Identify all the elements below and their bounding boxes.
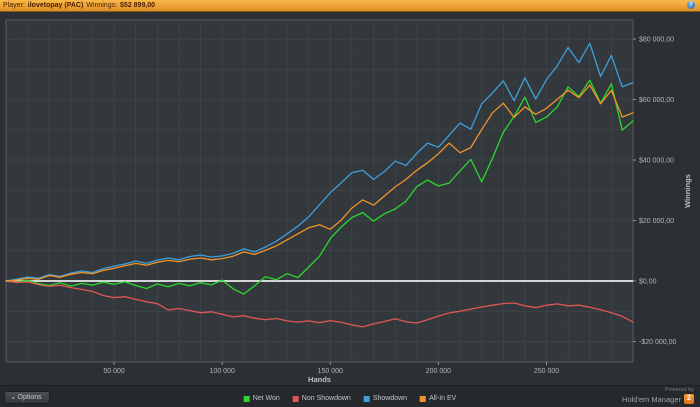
- series-line-all-in-ev: [5, 84, 634, 282]
- series-line-non-showdown: [5, 280, 634, 328]
- legend-label: Non Showdown: [301, 395, 351, 402]
- winnings-label: Winnings:: [86, 2, 118, 9]
- y-tick-label: $40 000,00: [639, 158, 674, 165]
- powered-by-text: Powered by: [664, 387, 694, 393]
- legend-label: All-In EV: [429, 395, 457, 402]
- player-name: ilovetopay (PAC): [27, 2, 84, 9]
- brand-name: Hold'em Manager: [622, 394, 681, 404]
- grid-major: [6, 20, 633, 362]
- legend: Net Won Non Showdown Showdown All-In EV: [243, 395, 456, 402]
- powered-by: Powered by Hold'em Manager 2: [622, 387, 694, 404]
- y-tick-label: $60 000,00: [639, 97, 674, 104]
- legend-marker-icon: [292, 395, 299, 402]
- y-tick-label: $20 000,00: [639, 218, 674, 225]
- player-label: Player:: [3, 2, 25, 9]
- series-line-net-won: [5, 79, 634, 295]
- x-tick-label: 200 000: [426, 368, 451, 375]
- legend-marker-icon: [363, 395, 370, 402]
- legend-item-net-won[interactable]: Net Won: [243, 395, 280, 402]
- options-label: Options: [17, 394, 42, 401]
- options-arrow-icon: ▴: [12, 394, 15, 401]
- legend-marker-icon: [243, 395, 250, 402]
- x-tick-label: 150 000: [318, 368, 343, 375]
- plot-border: [5, 19, 634, 363]
- brand-badge-icon: 2: [684, 394, 694, 404]
- axis-ticks: 50 000 100 000 150 000 200 000 250 000 $80 00…: [103, 37, 676, 375]
- y-tick-label: -$20 000,00: [639, 339, 676, 346]
- legend-item-non-showdown[interactable]: Non Showdown: [292, 395, 351, 402]
- info-icon[interactable]: ?: [687, 1, 695, 9]
- legend-marker-icon: [420, 395, 427, 402]
- x-tick-label: 100 000: [210, 368, 235, 375]
- winnings-value: $52 899,00: [120, 2, 156, 9]
- x-axis-title: Hands: [308, 375, 331, 384]
- y-tick-label: $80 000,00: [639, 37, 674, 44]
- footer-bar: ▴ Options Net Won Non Showdown Showdown All…: [0, 385, 700, 407]
- x-tick-label: 50 000: [103, 368, 125, 375]
- y-axis-title: Winnings: [683, 174, 692, 208]
- x-tick-label: 250 000: [534, 368, 559, 375]
- title-bar: Player: ilovetopay (PAC) Winnings: $52 899,…: [0, 0, 700, 12]
- options-button[interactable]: ▴ Options: [4, 391, 50, 404]
- y-tick-label: $0,00: [639, 278, 657, 285]
- legend-label: Showdown: [372, 395, 408, 402]
- legend-label: Net Won: [252, 395, 280, 402]
- series-line-showdown: [5, 42, 634, 282]
- legend-item-all-in-ev[interactable]: All-In EV: [420, 395, 456, 402]
- legend-item-showdown[interactable]: Showdown: [363, 395, 408, 402]
